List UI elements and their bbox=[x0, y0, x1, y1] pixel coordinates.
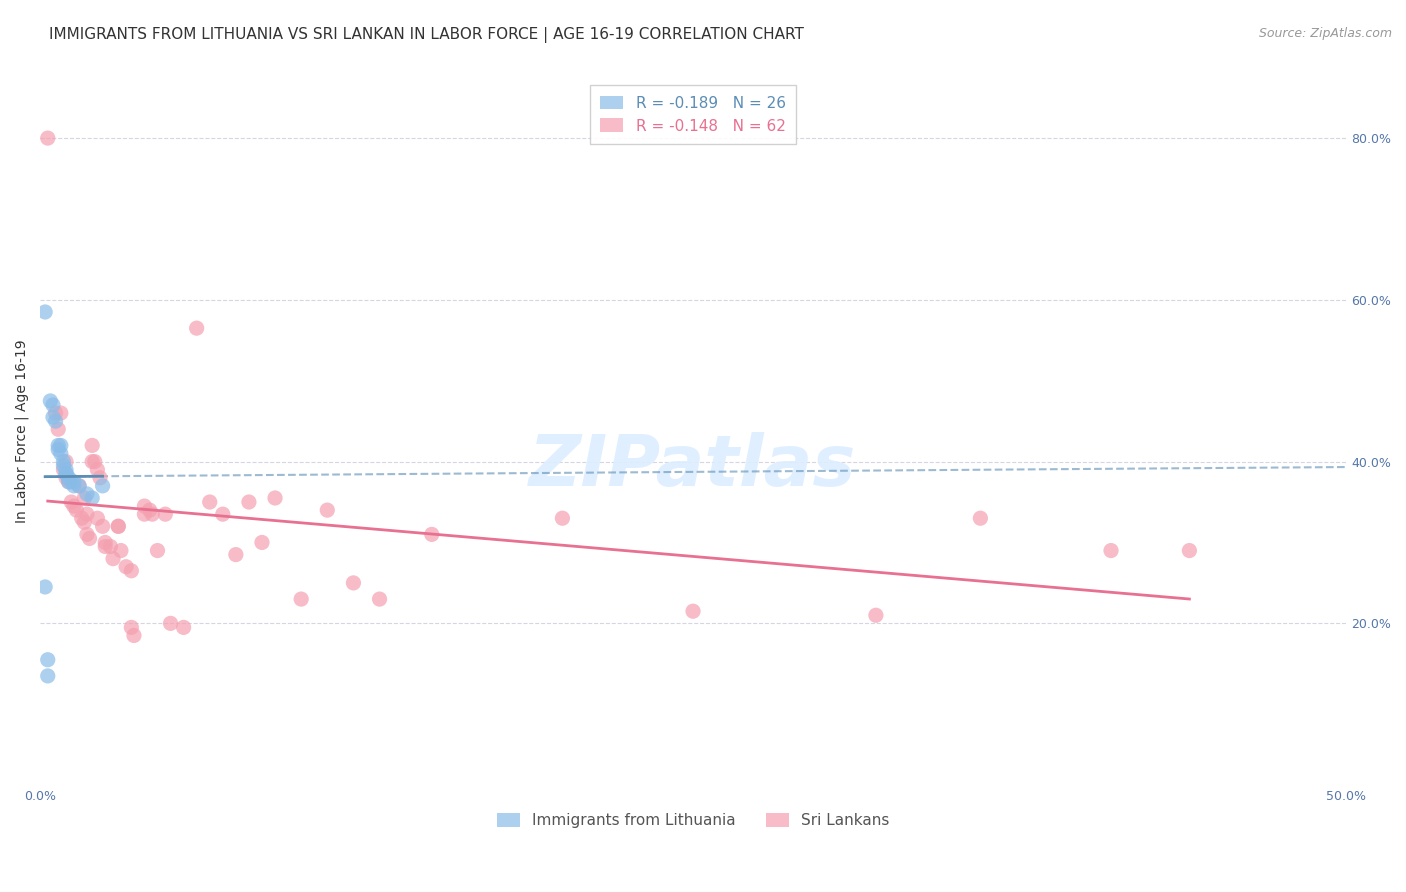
Point bbox=[198, 495, 221, 509]
Point bbox=[79, 532, 101, 546]
Point bbox=[94, 535, 117, 549]
Point bbox=[682, 604, 704, 618]
Point bbox=[120, 620, 142, 634]
Point bbox=[42, 398, 65, 412]
Point bbox=[49, 406, 72, 420]
Point bbox=[865, 608, 887, 623]
Point bbox=[76, 487, 98, 501]
Point bbox=[55, 471, 77, 485]
Point bbox=[34, 305, 56, 319]
Point bbox=[55, 463, 77, 477]
Point bbox=[225, 548, 247, 562]
Text: Source: ZipAtlas.com: Source: ZipAtlas.com bbox=[1258, 27, 1392, 40]
Point bbox=[110, 543, 132, 558]
Point bbox=[120, 564, 142, 578]
Point bbox=[46, 442, 69, 457]
Point bbox=[368, 592, 391, 607]
Point bbox=[186, 321, 208, 335]
Point bbox=[37, 669, 59, 683]
Point bbox=[52, 463, 75, 477]
Point bbox=[76, 527, 98, 541]
Point bbox=[49, 438, 72, 452]
Point bbox=[155, 507, 177, 521]
Point bbox=[58, 471, 80, 485]
Point bbox=[39, 393, 62, 408]
Point bbox=[290, 592, 312, 607]
Point bbox=[141, 507, 163, 521]
Point bbox=[969, 511, 991, 525]
Point bbox=[264, 491, 287, 505]
Point bbox=[63, 475, 86, 489]
Point bbox=[86, 463, 108, 477]
Point bbox=[55, 467, 77, 481]
Point bbox=[551, 511, 574, 525]
Point bbox=[42, 410, 65, 425]
Text: ZIPatlas: ZIPatlas bbox=[529, 432, 856, 501]
Point bbox=[173, 620, 195, 634]
Point bbox=[60, 475, 83, 489]
Point bbox=[115, 559, 138, 574]
Point bbox=[1178, 543, 1201, 558]
Point bbox=[63, 479, 86, 493]
Point bbox=[122, 628, 145, 642]
Point bbox=[82, 454, 104, 468]
Point bbox=[55, 467, 77, 481]
Point bbox=[45, 414, 67, 428]
Point bbox=[101, 551, 124, 566]
Point bbox=[238, 495, 260, 509]
Point bbox=[46, 438, 69, 452]
Point bbox=[67, 479, 90, 493]
Point bbox=[342, 575, 364, 590]
Point bbox=[89, 471, 111, 485]
Point bbox=[52, 458, 75, 473]
Point bbox=[91, 519, 114, 533]
Point bbox=[67, 479, 90, 493]
Point bbox=[45, 406, 67, 420]
Point bbox=[107, 519, 129, 533]
Point bbox=[37, 653, 59, 667]
Point bbox=[134, 499, 156, 513]
Point bbox=[1099, 543, 1122, 558]
Point bbox=[58, 475, 80, 489]
Point bbox=[91, 479, 114, 493]
Point bbox=[316, 503, 339, 517]
Point bbox=[58, 475, 80, 489]
Point bbox=[34, 580, 56, 594]
Point bbox=[83, 454, 105, 468]
Point bbox=[73, 491, 96, 505]
Point bbox=[70, 511, 93, 525]
Point bbox=[107, 519, 129, 533]
Point bbox=[60, 495, 83, 509]
Point bbox=[420, 527, 443, 541]
Point bbox=[250, 535, 273, 549]
Point bbox=[49, 446, 72, 460]
Point bbox=[65, 503, 87, 517]
Legend: Immigrants from Lithuania, Sri Lankans: Immigrants from Lithuania, Sri Lankans bbox=[491, 806, 896, 834]
Point bbox=[37, 131, 59, 145]
Text: IMMIGRANTS FROM LITHUANIA VS SRI LANKAN IN LABOR FORCE | AGE 16-19 CORRELATION C: IMMIGRANTS FROM LITHUANIA VS SRI LANKAN … bbox=[49, 27, 804, 43]
Point bbox=[159, 616, 181, 631]
Point bbox=[211, 507, 233, 521]
Point bbox=[100, 540, 122, 554]
Point bbox=[55, 454, 77, 468]
Point bbox=[146, 543, 169, 558]
Point bbox=[46, 422, 69, 436]
Point bbox=[134, 507, 156, 521]
Point bbox=[82, 491, 104, 505]
Point bbox=[73, 515, 96, 529]
Y-axis label: In Labor Force | Age 16-19: In Labor Force | Age 16-19 bbox=[15, 340, 30, 523]
Point bbox=[52, 454, 75, 468]
Point bbox=[82, 438, 104, 452]
Point bbox=[63, 499, 86, 513]
Point bbox=[94, 540, 117, 554]
Point bbox=[86, 511, 108, 525]
Point bbox=[138, 503, 160, 517]
Point bbox=[76, 507, 98, 521]
